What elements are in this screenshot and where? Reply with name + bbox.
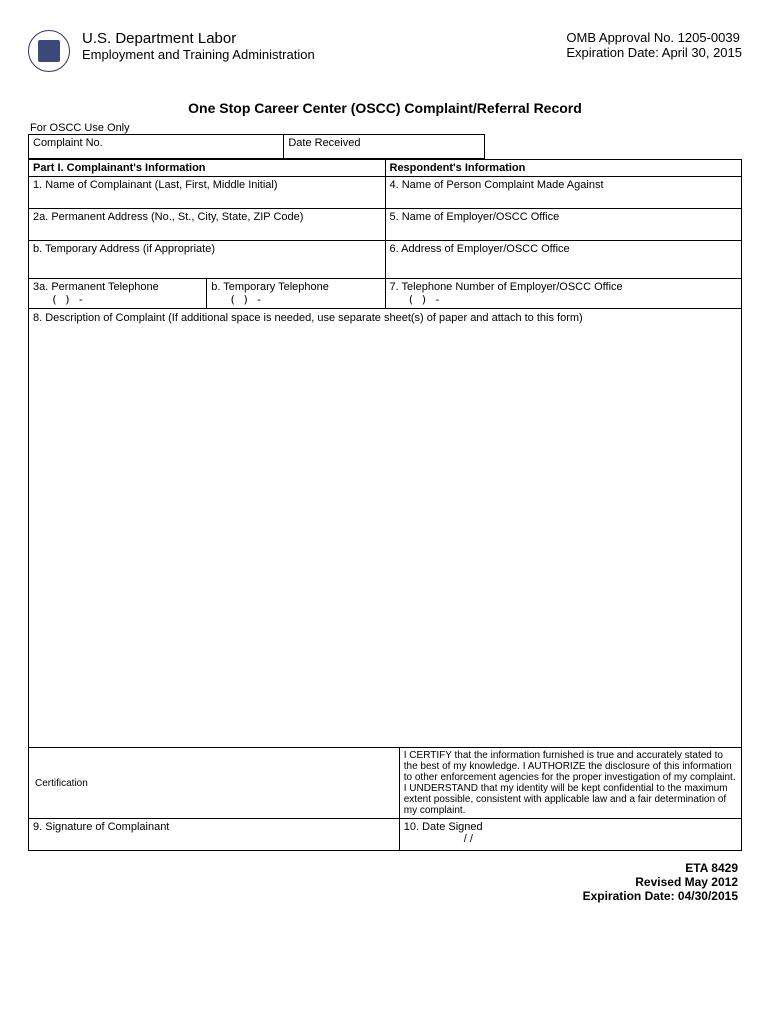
date-mask: / / — [404, 833, 737, 845]
phone-mask-7: ( ) - — [390, 293, 738, 306]
phone-mask-3b: ( ) - — [211, 293, 380, 306]
field-2b-temporary-address[interactable]: b. Temporary Address (if Appropriate) — [29, 241, 386, 279]
certification-table: Certification I CERTIFY that the informa… — [28, 747, 742, 851]
field-3a-label: 3a. Permanent Telephone — [33, 281, 202, 293]
footer-expiration: Expiration Date: 04/30/2015 — [28, 889, 738, 903]
complaint-no-field[interactable]: Complaint No. — [29, 135, 284, 159]
form-number: ETA 8429 — [28, 861, 738, 875]
field-8-description-area[interactable] — [28, 327, 742, 747]
respondent-header: Respondent's Information — [385, 160, 742, 177]
field-10-label: 10. Date Signed — [404, 821, 737, 833]
omb-approval: OMB Approval No. 1205-0039 — [566, 30, 742, 45]
form-title: One Stop Career Center (OSCC) Complaint/… — [28, 100, 742, 116]
field-7-employer-phone[interactable]: 7. Telephone Number of Employer/OSCC Off… — [385, 279, 742, 309]
header-left-block: U.S. Department Labor Employment and Tra… — [82, 30, 516, 62]
oscc-use-table: Complaint No. Date Received — [28, 134, 485, 159]
phone-mask-3a: ( ) - — [33, 293, 202, 306]
field-3b-temporary-phone[interactable]: b. Temporary Telephone ( ) - — [207, 279, 385, 309]
field-10-date-signed[interactable]: 10. Date Signed / / — [399, 819, 741, 851]
department-name: U.S. Department Labor — [82, 30, 516, 47]
administration-name: Employment and Training Administration — [82, 47, 516, 62]
department-seal-icon — [28, 30, 70, 72]
certification-label: Certification — [29, 748, 400, 819]
field-5-employer-name[interactable]: 5. Name of Employer/OSCC Office — [385, 209, 742, 241]
field-2a-permanent-address[interactable]: 2a. Permanent Address (No., St., City, S… — [29, 209, 386, 241]
field-3b-label: b. Temporary Telephone — [211, 281, 380, 293]
field-4-person-against[interactable]: 4. Name of Person Complaint Made Against — [385, 177, 742, 209]
revised-date: Revised May 2012 — [28, 875, 738, 889]
expiration-date-header: Expiration Date: April 30, 2015 — [566, 45, 742, 60]
field-6-employer-address[interactable]: 6. Address of Employer/OSCC Office — [385, 241, 742, 279]
form-footer: ETA 8429 Revised May 2012 Expiration Dat… — [28, 861, 742, 903]
seal-emblem-icon — [38, 40, 60, 62]
field-8-description-label: 8. Description of Complaint (If addition… — [28, 309, 742, 327]
oscc-use-only-label: For OSCC Use Only — [28, 122, 742, 134]
main-form-table: Part I. Complainant's Information Respon… — [28, 159, 742, 309]
date-received-field[interactable]: Date Received — [284, 135, 485, 159]
header-right-block: OMB Approval No. 1205-0039 Expiration Da… — [566, 30, 742, 60]
field-3a-permanent-phone[interactable]: 3a. Permanent Telephone ( ) - — [29, 279, 207, 309]
field-9-signature[interactable]: 9. Signature of Complainant — [29, 819, 400, 851]
field-7-label: 7. Telephone Number of Employer/OSCC Off… — [390, 281, 738, 293]
part1-header: Part I. Complainant's Information — [29, 160, 386, 177]
field-1-complainant-name[interactable]: 1. Name of Complainant (Last, First, Mid… — [29, 177, 386, 209]
form-header: U.S. Department Labor Employment and Tra… — [28, 30, 742, 72]
certification-text: I CERTIFY that the information furnished… — [399, 748, 741, 819]
